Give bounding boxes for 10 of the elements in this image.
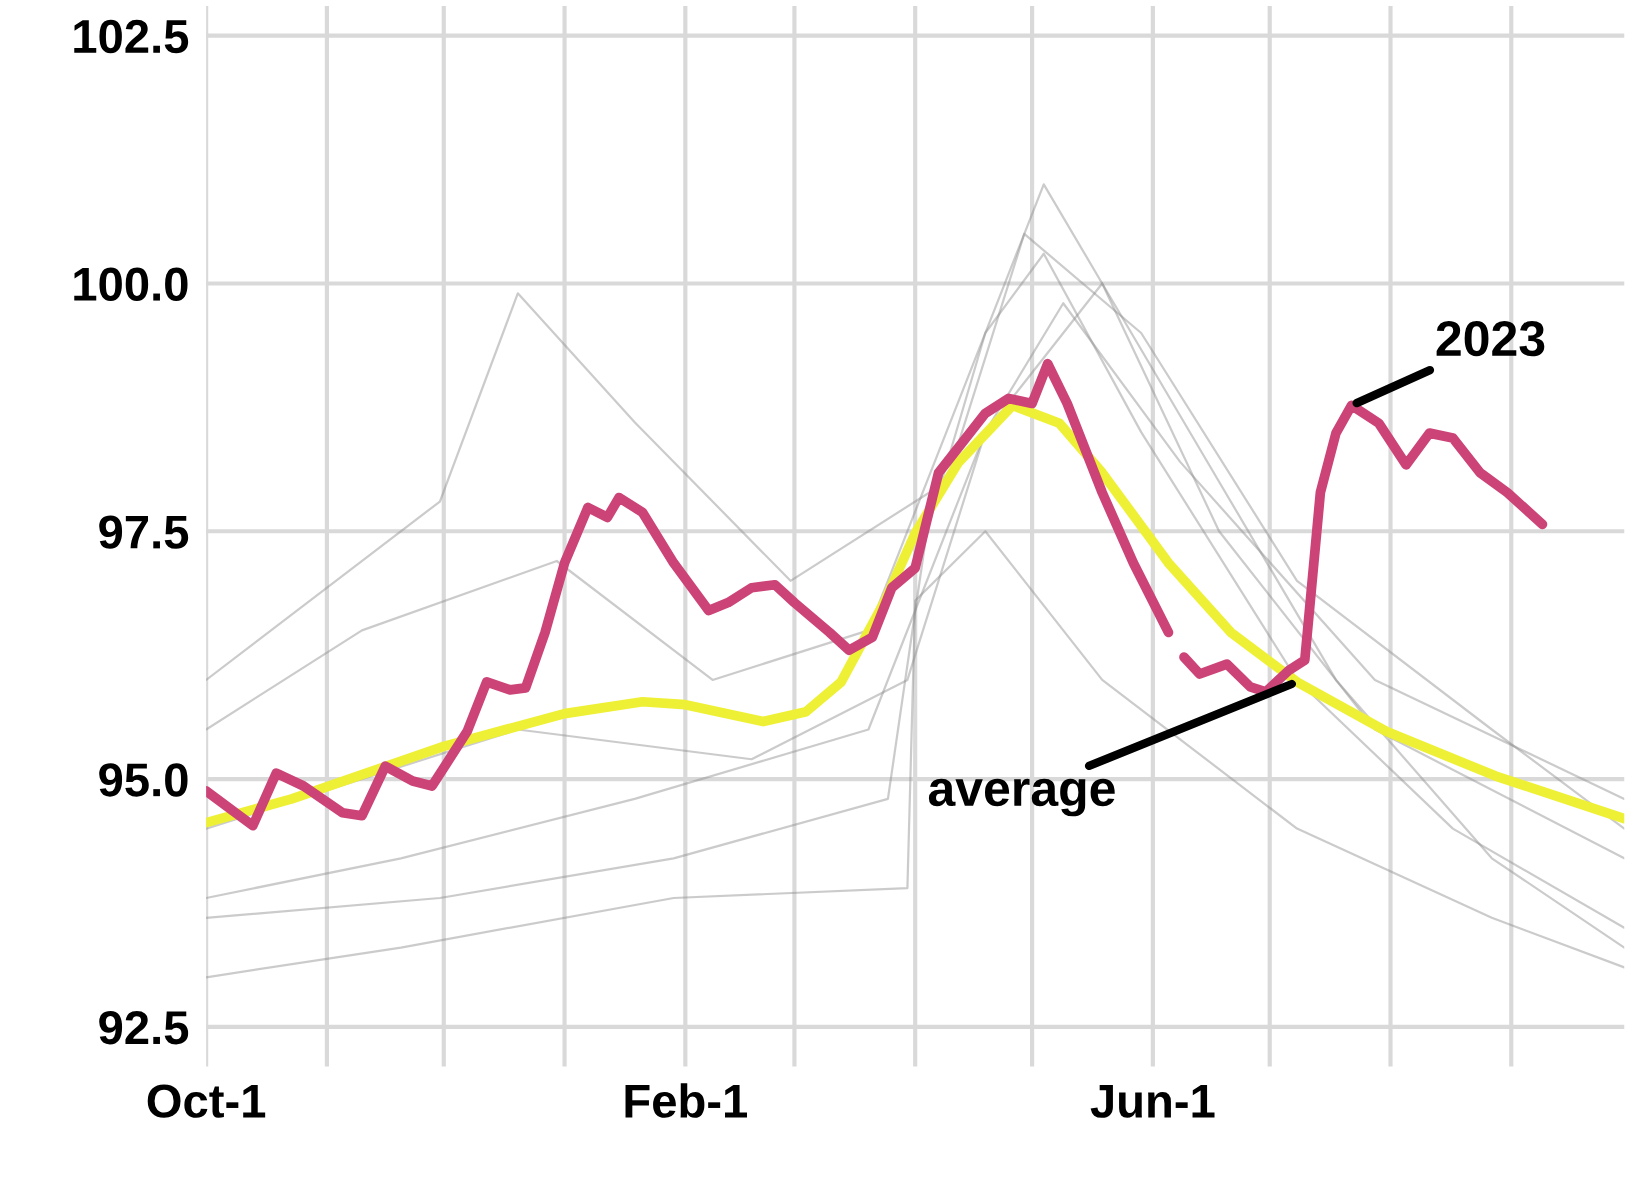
y-tick-label: 92.5 — [99, 1010, 189, 1045]
x-tick-label: Feb-1 — [625, 1083, 747, 1118]
y-tick-label: 100.0 — [74, 267, 188, 302]
annotation: average — [928, 778, 1115, 817]
x-tick-label: Oct-1 — [147, 1084, 266, 1118]
y-tick-label: 97.5 — [99, 515, 189, 549]
x-tick-label: Jun-1 — [1090, 1084, 1215, 1118]
y-tick-label: 95.0 — [99, 763, 188, 797]
annotation: 2023 — [1436, 320, 1545, 357]
y-tick-label: 102.5 — [74, 19, 189, 54]
